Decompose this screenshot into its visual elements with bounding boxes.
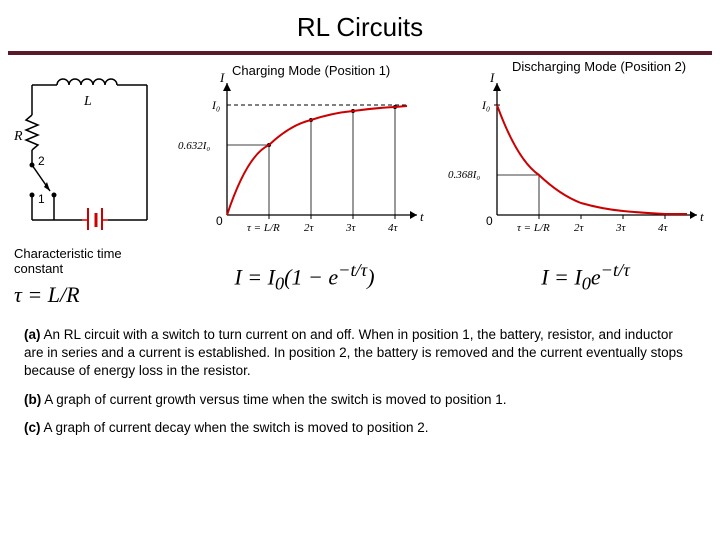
dt2: 2τ: [574, 222, 585, 234]
inductor-label: L: [83, 94, 92, 109]
disch-mark: 0.368I₀: [448, 169, 480, 181]
charge-yaxis: I: [219, 70, 225, 85]
page-title: RL Circuits: [0, 0, 720, 51]
disch-zero: 0: [486, 214, 493, 228]
charging-title: Charging Mode (Position 1): [232, 63, 390, 78]
ct4: 4τ: [388, 222, 399, 234]
captions: (a) An RL circuit with a switch to turn …: [0, 318, 720, 437]
caption-b: (b) A graph of current growth versus tim…: [24, 391, 696, 409]
equation-row: Characteristic time constant τ = L/R I =…: [0, 240, 720, 318]
switch-pos2: 2: [38, 154, 45, 168]
dt3: 3τ: [615, 222, 627, 234]
disch-yaxis: I: [489, 70, 495, 85]
discharging-title: Discharging Mode (Position 2): [512, 59, 712, 74]
dt1: τ = L/R: [517, 222, 550, 234]
ct1: τ = L/R: [247, 222, 280, 234]
resistor-label: R: [13, 129, 23, 144]
caption-c: (c) A graph of current decay when the sw…: [24, 419, 696, 437]
charge-zero: 0: [216, 214, 223, 228]
circuit-svg: L R 2 1: [12, 65, 162, 230]
charge-I0: I₀: [211, 98, 220, 112]
eq-tau: τ = L/R: [14, 282, 144, 308]
ct3: 3τ: [345, 222, 357, 234]
disch-I0: I₀: [481, 98, 490, 112]
charge-xaxis: t: [420, 209, 424, 224]
charge-mark: 0.632I₀: [178, 140, 210, 152]
ct2: 2τ: [304, 222, 315, 234]
disch-xaxis: t: [700, 209, 704, 224]
eq-charging: I = I0(1 − e−t/τ): [184, 260, 425, 295]
caption-a: (a) An RL circuit with a switch to turn …: [24, 326, 696, 381]
figure-row: L R 2 1: [0, 65, 720, 240]
title-rule: [8, 51, 712, 55]
dt4: 4τ: [658, 222, 669, 234]
circuit-diagram: L R 2 1: [12, 65, 162, 235]
discharging-chart: I t I₀ 0.368I₀ 0 τ = L/R 2τ 3τ 4τ: [442, 65, 712, 240]
switch-pos1: 1: [38, 192, 45, 206]
charging-chart: I t I₀ 0.632I₀ 0 τ = L/R 2τ 3τ 4τ: [172, 65, 432, 240]
eq-discharging: I = I0e−t/τ: [465, 260, 706, 295]
charging-panel: Charging Mode (Position 1) I t I₀ 0.632I…: [172, 65, 432, 240]
time-constant-label: Characteristic time constant: [14, 246, 144, 276]
discharging-panel: Discharging Mode (Position 2) I t I₀ 0.3…: [442, 65, 712, 240]
